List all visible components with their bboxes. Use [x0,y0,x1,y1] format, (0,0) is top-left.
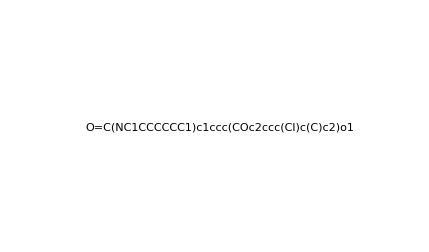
Text: O=C(NC1CCCCCC1)c1ccc(COc2ccc(Cl)c(C)c2)o1: O=C(NC1CCCCCC1)c1ccc(COc2ccc(Cl)c(C)c2)o… [85,122,354,132]
